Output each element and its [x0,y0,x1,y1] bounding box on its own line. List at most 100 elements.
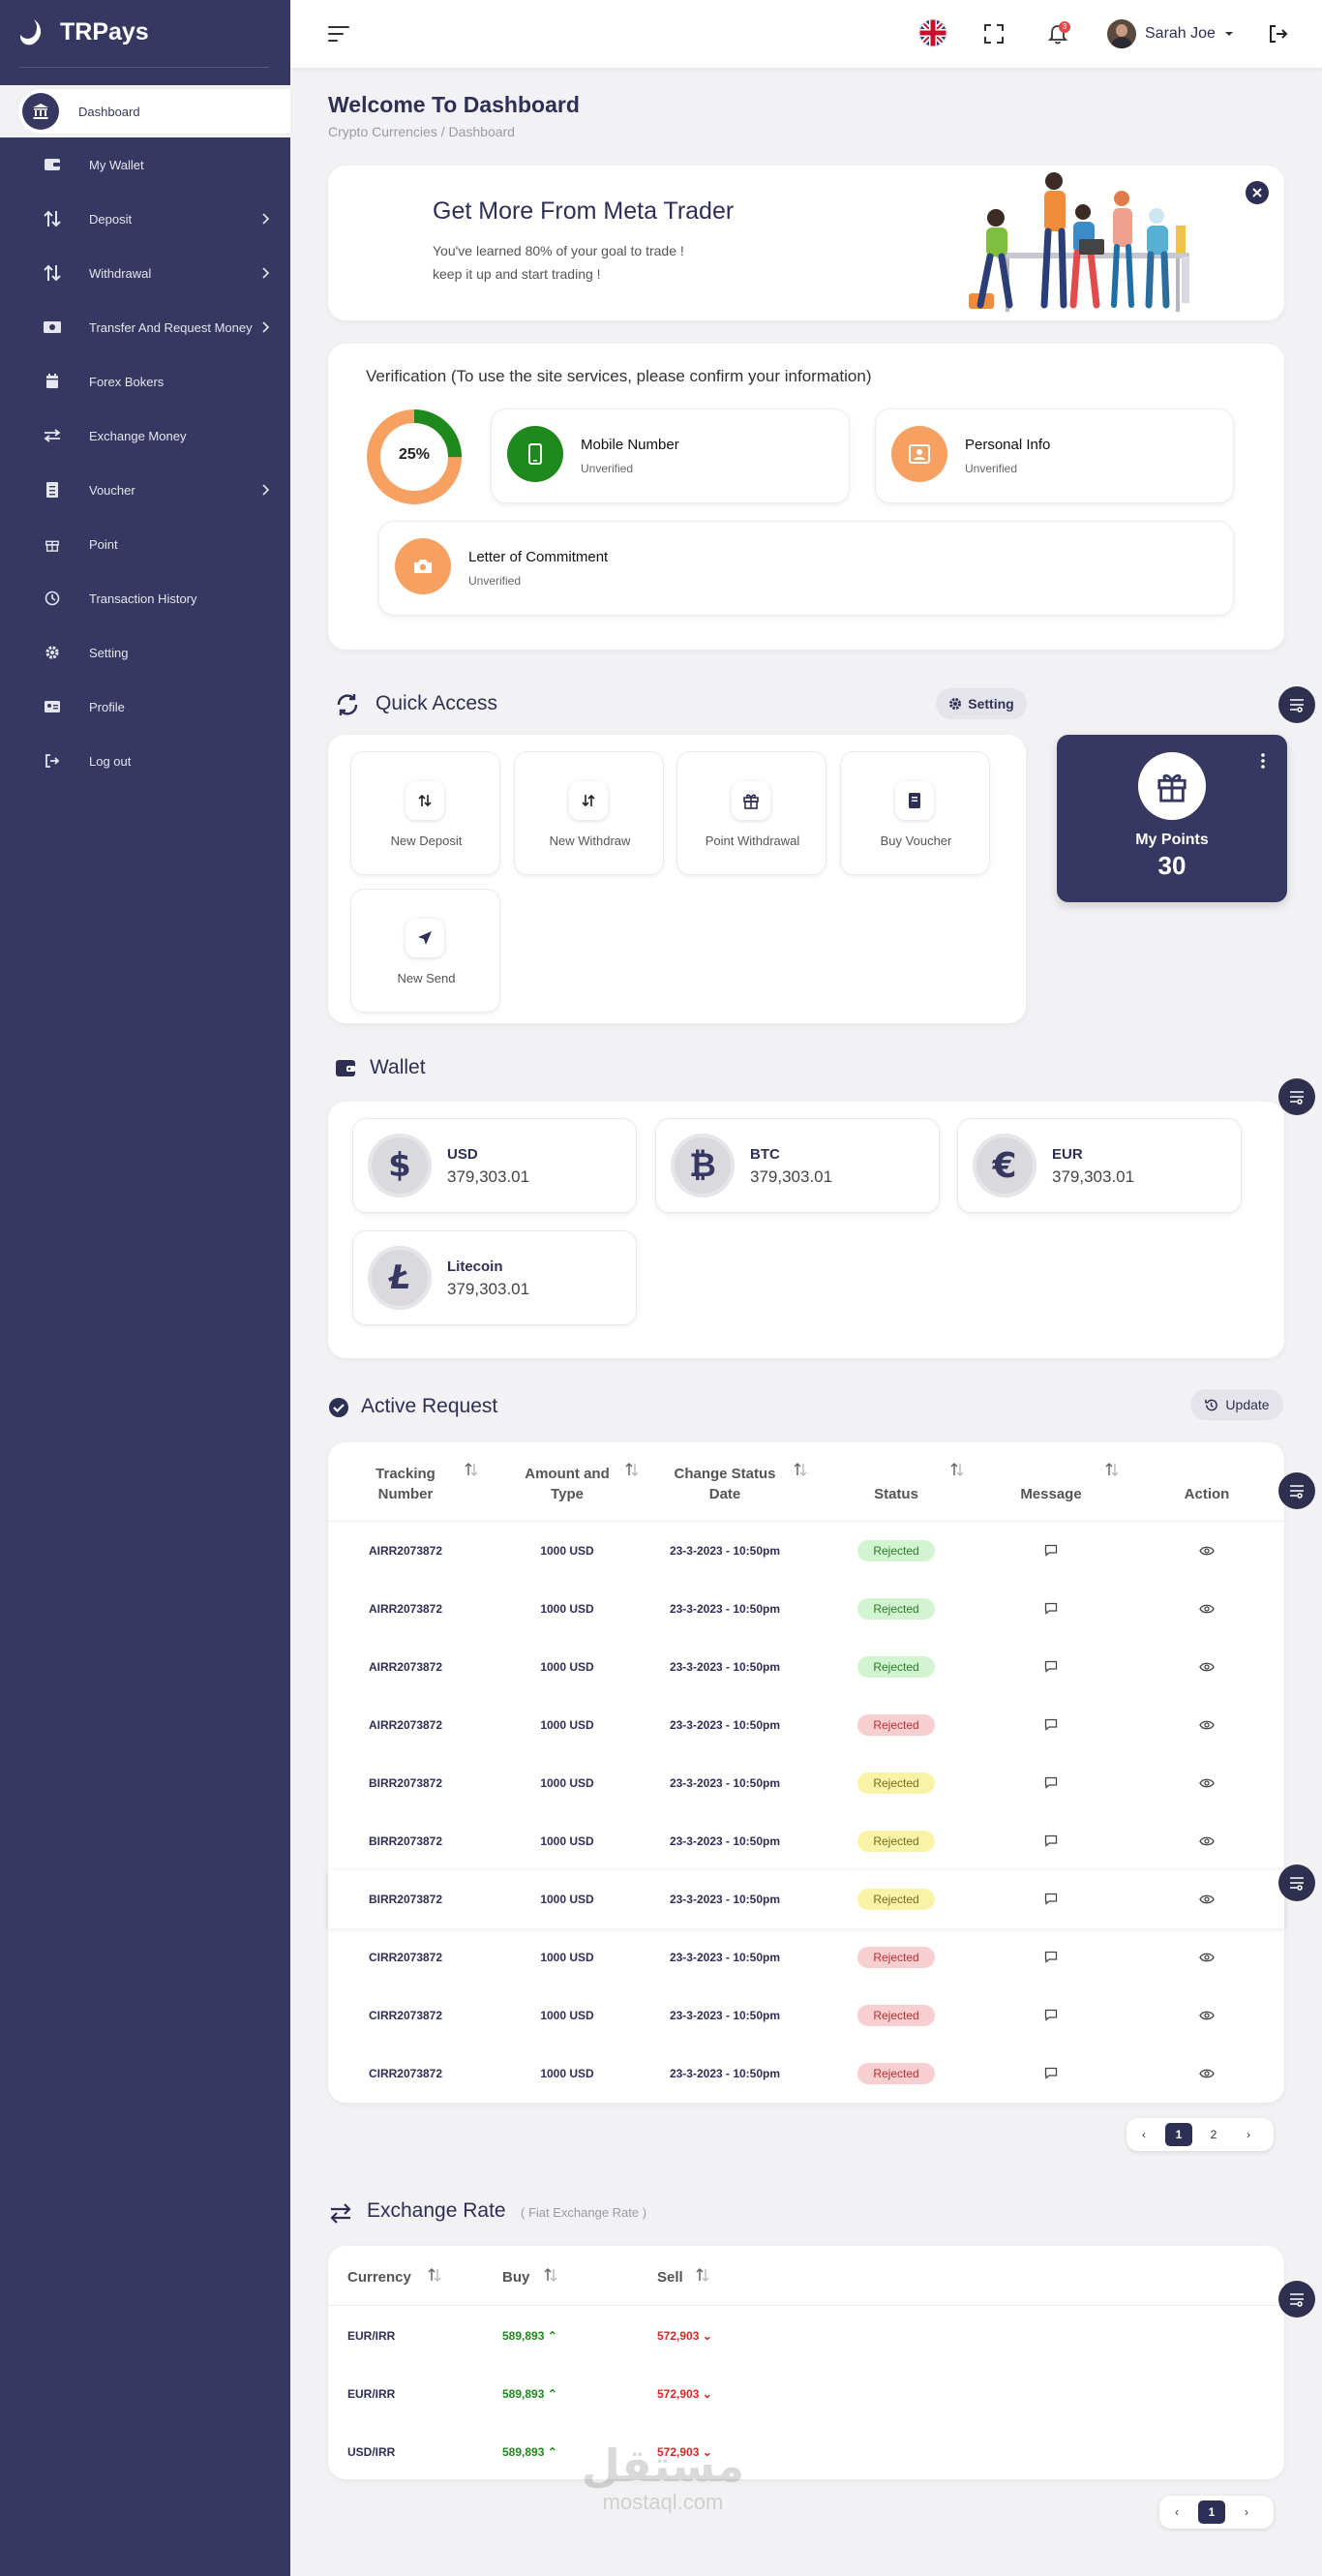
wallet-eur[interactable]: € EUR 379,303.01 [957,1118,1242,1213]
sort-arrows-icon[interactable] [428,2267,441,2283]
fullscreen-icon[interactable] [983,23,1005,45]
logout-icon[interactable] [1268,23,1289,45]
sidebar-item-setting[interactable]: Setting [0,625,290,680]
view-eye-icon[interactable] [1199,1835,1215,1847]
pagination-next[interactable]: › [1247,2128,1250,2141]
more-vertical-icon[interactable] [1260,752,1266,770]
sidebar-item-forex-bokers[interactable]: Forex Bokers [0,354,290,409]
verify-mobile-card[interactable]: Mobile Number Unverified [491,409,850,503]
view-eye-icon[interactable] [1199,1719,1215,1731]
sidebar-item-point[interactable]: Point [0,517,290,571]
view-eye-icon[interactable] [1199,2068,1215,2079]
view-eye-icon[interactable] [1199,1952,1215,1963]
sidebar-item-dashboard[interactable]: Dashboard [18,89,290,134]
message-icon[interactable] [1044,2009,1058,2021]
verify-letter-card[interactable]: Letter of Commitment Unverified [378,521,1234,616]
sidebar-item-transaction-history[interactable]: Transaction History [0,571,290,625]
message-icon[interactable] [1044,1776,1058,1789]
message-icon[interactable] [1044,1544,1058,1557]
id-card-icon [909,444,930,464]
sidebar-item-transfer-and-request-money[interactable]: Transfer And Request Money [0,300,290,354]
view-eye-icon[interactable] [1199,1894,1215,1905]
uk-flag-icon[interactable] [918,18,947,47]
quick-access-card: New Deposit New Withdraw Point Withdrawa… [328,735,1026,1023]
cell-tracking: AIRR2073872 [368,1544,443,1558]
pagination-next[interactable]: › [1245,2505,1248,2519]
close-promo-button[interactable] [1246,181,1269,204]
quick-new-send[interactable]: New Send [350,889,500,1013]
column-header-buy[interactable]: Buy [502,2269,530,2286]
pagination-prev[interactable]: ‹ [1175,2505,1179,2519]
view-eye-icon[interactable] [1199,2010,1215,2021]
status-badge: Rejected [857,1773,935,1794]
floating-filter-button[interactable] [1278,1864,1315,1901]
sidebar-item-profile[interactable]: Profile [0,680,290,734]
exchange-icon [43,426,62,445]
floating-filter-button[interactable] [1278,2281,1315,2318]
column-header-currency[interactable]: Currency [347,2269,411,2286]
column-header-message[interactable]: Message [1020,1486,1082,1502]
view-eye-icon[interactable] [1199,1661,1215,1673]
message-icon[interactable] [1044,1602,1058,1615]
wallet-title: Wallet [370,1056,426,1078]
column-header-change-date[interactable]: Change Status Date [674,1466,776,1502]
quick-tile-label: Buy Voucher [880,833,952,848]
sort-arrows-icon[interactable] [950,1462,964,1477]
brand[interactable]: TRPays [17,17,149,46]
my-points-card[interactable]: My Points 30 [1057,735,1287,902]
message-icon[interactable] [1044,1834,1058,1847]
sidebar-item-deposit[interactable]: Deposit [0,192,290,246]
sort-arrows-icon[interactable] [696,2267,709,2283]
message-icon[interactable] [1044,2067,1058,2079]
sort-arrows-icon[interactable] [625,1462,639,1477]
notification-bell-icon[interactable]: 3 [1047,21,1072,46]
wallet-litecoin[interactable]: Ł Litecoin 379,303.01 [352,1230,637,1325]
sidebar-item-my-wallet[interactable]: My Wallet [0,137,290,192]
column-header-sell[interactable]: Sell [657,2269,683,2286]
update-button[interactable]: Update [1190,1389,1283,1420]
column-header-amount[interactable]: Amount and Type [525,1466,610,1502]
sort-arrows-icon[interactable] [794,1462,807,1477]
message-icon[interactable] [1044,1660,1058,1673]
menu-toggle-icon[interactable] [327,23,350,45]
logout-icon [43,751,62,771]
quick-access-setting-button[interactable]: Setting [936,688,1027,719]
view-eye-icon[interactable] [1199,1777,1215,1789]
view-eye-icon[interactable] [1199,1545,1215,1557]
sort-arrows-icon[interactable] [1105,1462,1119,1477]
sidebar-item-log-out[interactable]: Log out [0,734,290,788]
floating-filter-button[interactable] [1278,686,1315,723]
sidebar-item-voucher[interactable]: Voucher [0,463,290,517]
quick-new-deposit[interactable]: New Deposit [350,751,500,875]
sidebar-item-withdrawal[interactable]: Withdrawal [0,246,290,300]
up-caret-icon: ⌃ [547,2329,557,2343]
column-header-tracking[interactable]: Tracking Number [376,1466,436,1502]
sort-arrows-icon[interactable] [465,1462,478,1477]
column-header-status[interactable]: Status [874,1486,918,1502]
promo-line-1: You've learned 80% of your goal to trade… [433,243,684,258]
user-menu[interactable]: Sarah Joe [1107,18,1234,49]
breadcrumb[interactable]: Crypto Currencies / Dashboard [328,124,515,139]
wallet-btc[interactable]: ₿ BTC 379,303.01 [655,1118,940,1213]
quick-new-withdraw[interactable]: New Withdraw [514,751,664,875]
floating-filter-button[interactable] [1278,1078,1315,1115]
quick-buy-voucher[interactable]: Buy Voucher [840,751,990,875]
view-eye-icon[interactable] [1199,1603,1215,1615]
floating-filter-button[interactable] [1278,1472,1315,1509]
verify-personal-info-card[interactable]: Personal Info Unverified [875,409,1234,503]
pagination-page-2[interactable]: 2 [1210,2128,1217,2141]
quick-point-withdrawal[interactable]: Point Withdrawal [676,751,826,875]
message-icon[interactable] [1044,1718,1058,1731]
brand-name: TRPays [60,17,149,45]
message-icon[interactable] [1044,1951,1058,1963]
pagination-prev[interactable]: ‹ [1142,2128,1146,2141]
message-icon[interactable] [1044,1893,1058,1905]
wallet-usd[interactable]: $ USD 379,303.01 [352,1118,637,1213]
sort-arrows-icon[interactable] [544,2267,557,2283]
wallet-card: $ USD 379,303.01 ₿ BTC 379,303.01 € EUR … [328,1102,1284,1358]
cell-tracking: BIRR2073872 [368,1893,443,1906]
sidebar-item-exchange-money[interactable]: Exchange Money [0,409,290,463]
pagination-page-1[interactable]: 1 [1165,2123,1192,2146]
pagination-page-1[interactable]: 1 [1198,2500,1225,2524]
mobile-status-circle [507,426,563,482]
